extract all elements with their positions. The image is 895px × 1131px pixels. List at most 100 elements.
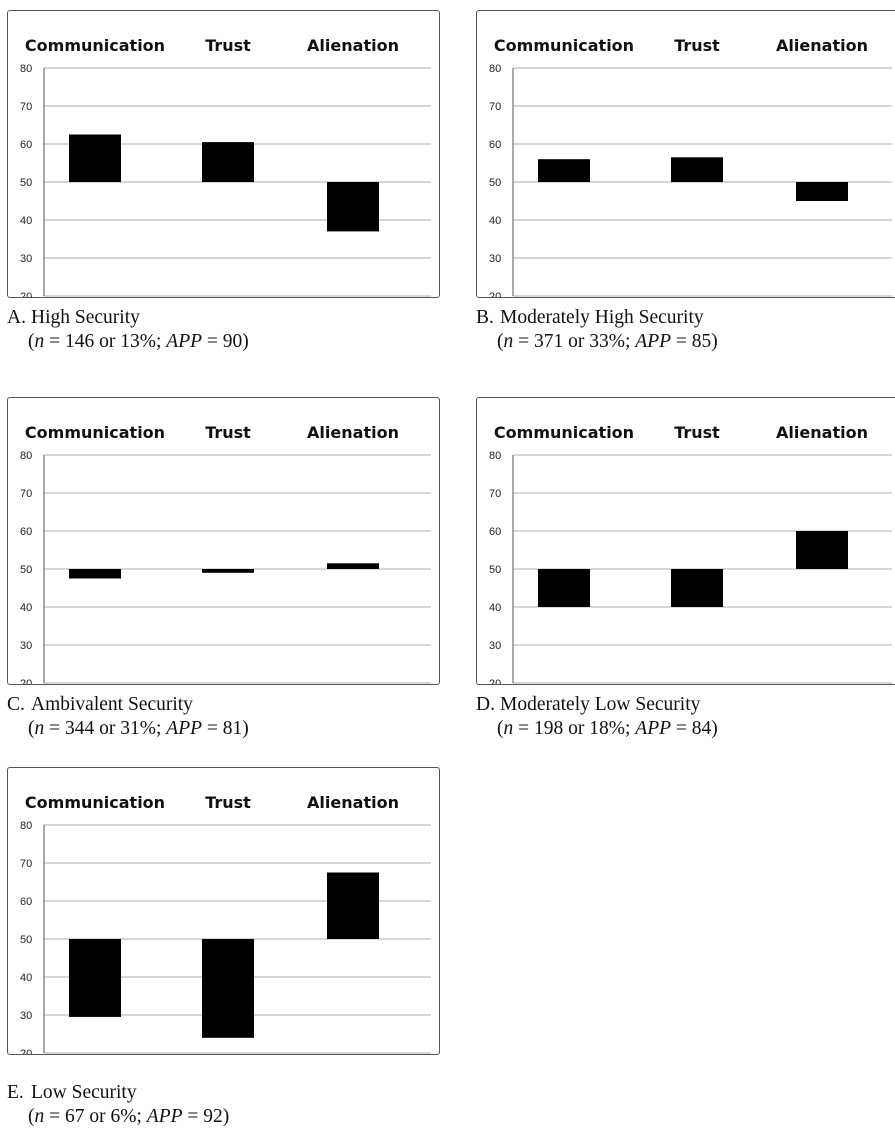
caption-letter: C. xyxy=(7,694,25,715)
y-tick-label: 60 xyxy=(20,139,32,151)
caption-pct: 13% xyxy=(120,331,156,352)
chart-panel-2: 20 30 40 50 60 70 80 Communication Trust Alienati… xyxy=(7,397,440,685)
y-tick-label: 20 xyxy=(489,678,501,685)
caption-pct: 33% xyxy=(589,331,625,352)
y-tick-label: 40 xyxy=(20,602,32,614)
bar-communication xyxy=(69,569,121,579)
y-tick-label: 60 xyxy=(489,139,501,151)
y-tick-label: 50 xyxy=(20,564,32,576)
bar-alienation xyxy=(327,872,379,939)
chart-svg-0: 20 30 40 50 60 70 80 Communication Trust Alienati… xyxy=(20,36,431,298)
y-tick-label: 70 xyxy=(489,101,501,113)
y-tick-label: 40 xyxy=(20,215,32,227)
y-tick-label: 20 xyxy=(20,291,32,298)
bar-trust xyxy=(202,142,254,182)
bar-trust xyxy=(202,569,254,573)
y-tick-label: 70 xyxy=(20,101,32,113)
caption-app: 85 xyxy=(691,331,712,352)
caption-stats: (n = 146 or 13%; APP = 90) xyxy=(28,331,249,352)
y-tick-label: 40 xyxy=(20,972,32,984)
y-tick-label: 80 xyxy=(20,820,32,832)
chart-svg-1: 20 30 40 50 60 70 80 Communication Trust Alienati… xyxy=(489,36,892,298)
chart-svg-3: 20 30 40 50 60 70 80 Communication Trust Alienati… xyxy=(489,423,892,685)
caption-app: 90 xyxy=(222,331,243,352)
category-label: Trust xyxy=(205,36,251,55)
chart-caption: A. High Security (n = 146 or 13%; APP = 90… xyxy=(7,306,249,354)
bar-alienation xyxy=(796,182,848,201)
chart-caption: B. Moderately High Security (n = 371 or 33… xyxy=(476,306,718,354)
bar-communication xyxy=(538,159,590,182)
y-tick-label: 70 xyxy=(20,858,32,870)
caption-title: Moderately Low Security xyxy=(500,694,701,715)
caption-n: 198 xyxy=(534,718,564,739)
chart-panel-3: 20 30 40 50 60 70 80 Communication Trust Alienati… xyxy=(476,397,895,685)
chart-svg-4: 20 30 40 50 60 70 80 Communication Trust Alienati… xyxy=(20,793,431,1055)
y-tick-label: 20 xyxy=(489,291,501,298)
caption-stats: (n = 371 or 33%; APP = 85) xyxy=(497,331,718,352)
caption-title: Low Security xyxy=(31,1082,137,1103)
bar-trust xyxy=(202,939,254,1038)
y-tick-label: 50 xyxy=(489,177,501,189)
caption-app: 84 xyxy=(691,718,712,739)
caption-letter: A. xyxy=(7,307,26,328)
y-tick-label: 80 xyxy=(489,63,501,75)
chart-caption: D. Moderately Low Security (n = 198 or 18%… xyxy=(476,693,718,741)
caption-stats: (n = 344 or 31%; APP = 81) xyxy=(28,718,249,739)
y-tick-label: 30 xyxy=(489,253,501,265)
caption-letter: B. xyxy=(476,307,494,328)
category-label: Communication xyxy=(25,36,165,55)
category-label: Communication xyxy=(25,793,165,812)
category-label: Alienation xyxy=(307,793,399,812)
bar-alienation xyxy=(327,563,379,569)
caption-n: 67 xyxy=(65,1106,85,1127)
chart-caption: E. Low Security (n = 67 or 6%; APP = 92) xyxy=(7,1081,229,1129)
category-label: Communication xyxy=(25,423,165,442)
category-label: Communication xyxy=(494,36,634,55)
caption-app: 92 xyxy=(203,1106,223,1127)
bar-communication xyxy=(69,134,121,182)
y-tick-label: 60 xyxy=(20,526,32,538)
caption-pct: 18% xyxy=(589,718,625,739)
category-label: Communication xyxy=(494,423,634,442)
caption-pct: 6% xyxy=(110,1106,137,1127)
chart-caption: C. Ambivalent Security (n = 344 or 31%; AP… xyxy=(7,693,249,741)
chart-panel-1: 20 30 40 50 60 70 80 Communication Trust Alienati… xyxy=(476,10,895,298)
caption-title: Moderately High Security xyxy=(500,307,704,328)
category-label: Alienation xyxy=(307,423,399,442)
y-tick-label: 50 xyxy=(489,564,501,576)
y-tick-label: 30 xyxy=(20,640,32,652)
chart-panel-0: 20 30 40 50 60 70 80 Communication Trust Alienati… xyxy=(7,10,440,298)
y-tick-label: 70 xyxy=(489,488,501,500)
y-tick-label: 20 xyxy=(20,678,32,685)
y-tick-label: 80 xyxy=(20,63,32,75)
category-label: Trust xyxy=(674,36,720,55)
caption-n: 371 xyxy=(534,331,564,352)
y-tick-label: 30 xyxy=(20,253,32,265)
y-tick-label: 30 xyxy=(20,1010,32,1022)
y-tick-label: 60 xyxy=(489,526,501,538)
caption-letter: D. xyxy=(476,694,495,715)
chart-svg-2: 20 30 40 50 60 70 80 Communication Trust Alienati… xyxy=(20,423,431,685)
category-label: Alienation xyxy=(776,423,868,442)
caption-title: High Security xyxy=(31,307,140,328)
y-tick-label: 40 xyxy=(489,602,501,614)
y-tick-label: 50 xyxy=(20,177,32,189)
y-tick-label: 40 xyxy=(489,215,501,227)
caption-n: 344 xyxy=(65,718,95,739)
caption-stats: (n = 67 or 6%; APP = 92) xyxy=(28,1106,230,1127)
caption-title: Ambivalent Security xyxy=(31,694,193,715)
bar-alienation xyxy=(327,182,379,232)
chart-panel-4: 20 30 40 50 60 70 80 Communication Trust Alienati… xyxy=(7,767,440,1055)
caption-letter: E. xyxy=(7,1082,24,1103)
category-label: Trust xyxy=(674,423,720,442)
caption-n: 146 xyxy=(65,331,95,352)
y-tick-label: 70 xyxy=(20,488,32,500)
y-tick-label: 80 xyxy=(489,450,501,462)
category-label: Trust xyxy=(205,793,251,812)
y-tick-label: 60 xyxy=(20,896,32,908)
bar-communication xyxy=(538,569,590,607)
caption-stats: (n = 198 or 18%; APP = 84) xyxy=(497,718,718,739)
y-tick-label: 20 xyxy=(20,1048,32,1055)
y-tick-label: 50 xyxy=(20,934,32,946)
y-tick-label: 80 xyxy=(20,450,32,462)
